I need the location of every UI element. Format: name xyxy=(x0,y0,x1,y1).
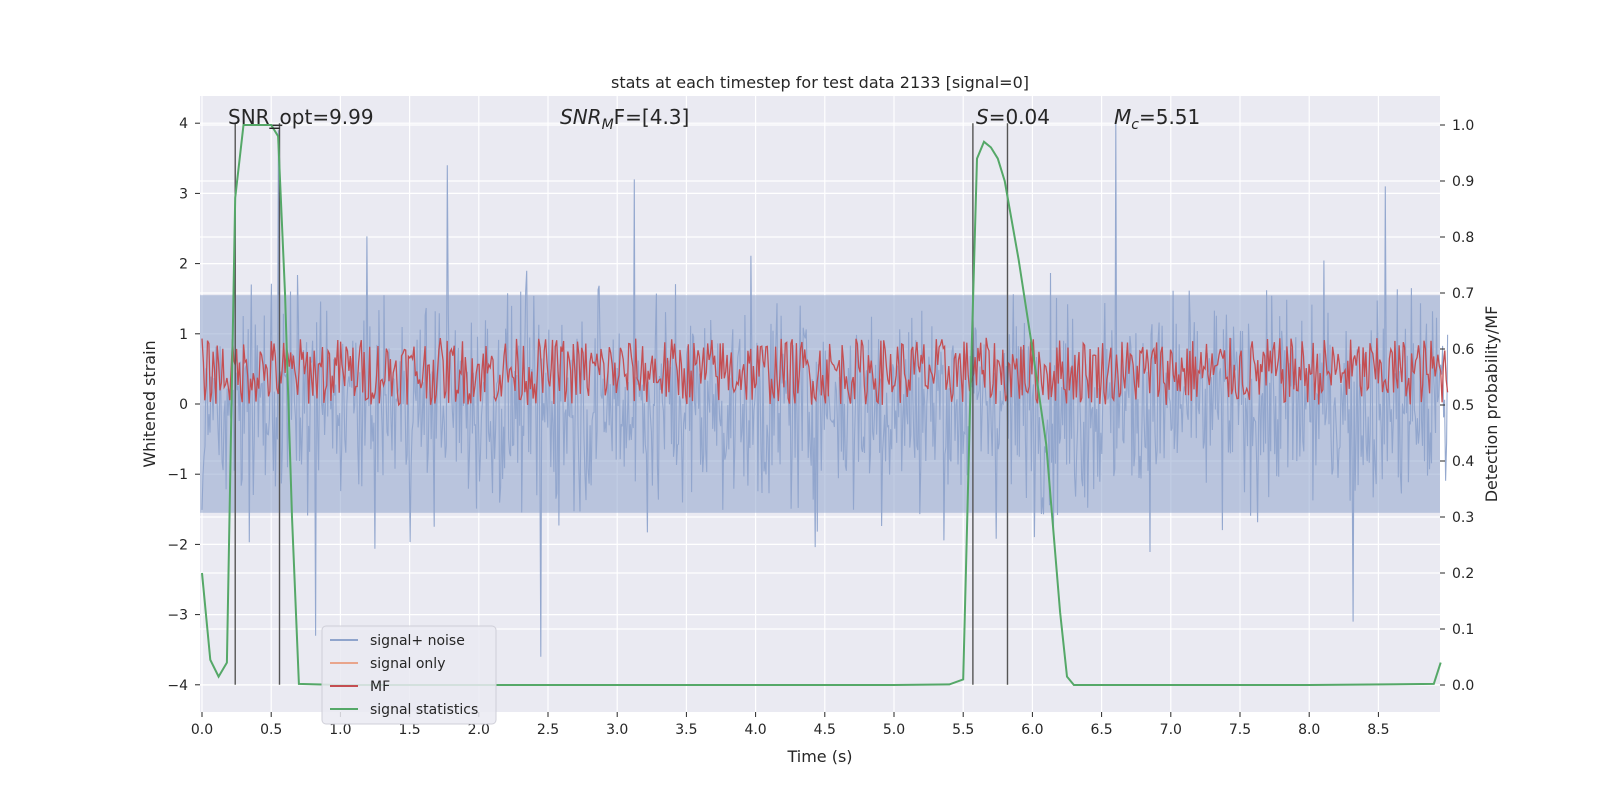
y-right-tick-label: 0.6 xyxy=(1452,342,1474,358)
y-tick-label: 0 xyxy=(179,397,188,413)
y-right-tick-label: 0.9 xyxy=(1452,174,1474,190)
x-tick-label: 2.0 xyxy=(468,722,490,738)
annotations: SNR_opt=9.99 SNRMF=[4.3] S=0.04 Mc=5.51 xyxy=(228,105,1200,133)
y-axis-ticks: −4 −3 −2 −1 0 1 2 3 4 xyxy=(167,116,200,694)
x-tick-label: 0.5 xyxy=(260,722,282,738)
y-right-tick-label: 0.4 xyxy=(1452,454,1474,470)
legend-label: signal+ noise xyxy=(370,633,465,649)
x-axis-label: Time (s) xyxy=(786,747,852,766)
y-right-tick-label: 0.3 xyxy=(1452,510,1474,526)
annotation-value: F=[4.3] xyxy=(614,105,690,129)
x-tick-label: 5.0 xyxy=(883,722,905,738)
legend-label: signal statistics xyxy=(370,702,478,718)
legend: signal+ noise signal only MF signal statist… xyxy=(321,625,497,725)
mf-line xyxy=(201,337,1449,407)
y-right-tick-label: 0.8 xyxy=(1452,230,1474,246)
x-tick-label: 6.0 xyxy=(1021,722,1043,738)
y-tick-label: 2 xyxy=(179,257,188,273)
y-tick-label: 1 xyxy=(179,327,188,343)
x-tick-label: 1.0 xyxy=(329,722,351,738)
y-right-axis-ticks: 0.0 0.1 0.2 0.3 0.4 0.5 0.6 0.7 0.8 0.9 1.0 xyxy=(1440,118,1474,694)
annotation-2: SNRMF=[4.3] xyxy=(560,105,689,133)
legend-label: signal only xyxy=(370,656,445,672)
x-axis-ticks: 0.0 0.5 1.0 1.5 2.0 2.5 3.0 3.5 4.0 4.5 5.0 5.5 6.0 6… xyxy=(191,712,1390,738)
y-right-axis-label: Detection probability/MF xyxy=(1482,306,1501,503)
y-tick-label: −1 xyxy=(167,467,188,483)
annotation-sub: c xyxy=(1131,117,1139,133)
x-tick-label: 7.0 xyxy=(1160,722,1182,738)
signal-noise-band xyxy=(200,295,1440,513)
annotation-main: S xyxy=(976,105,989,129)
annotation-value: =0.04 xyxy=(989,105,1050,129)
x-tick-label: 2.5 xyxy=(537,722,559,738)
annotation-value: =5.51 xyxy=(1139,105,1200,129)
legend-box xyxy=(321,625,497,725)
annotation-main: M xyxy=(1114,105,1131,129)
legend-label: MF xyxy=(370,679,390,695)
x-tick-label: 1.5 xyxy=(398,722,420,738)
x-tick-label: 6.5 xyxy=(1090,722,1112,738)
annotation-1: SNR_opt=9.99 xyxy=(228,105,374,129)
y-right-tick-label: 0.5 xyxy=(1452,398,1474,414)
y-tick-label: −3 xyxy=(167,608,188,624)
y-right-tick-label: 0.2 xyxy=(1452,566,1474,582)
annotation-main: SNR xyxy=(560,105,602,129)
y-axis-label: Whitened strain xyxy=(140,340,159,467)
x-tick-label: 4.0 xyxy=(744,722,766,738)
y-right-tick-label: 1.0 xyxy=(1452,118,1474,134)
signal-statistics-series xyxy=(201,124,1442,686)
annotation-main: SNR_opt=9.99 xyxy=(228,105,374,129)
y-tick-label: 3 xyxy=(179,186,188,202)
x-tick-label: 7.5 xyxy=(1229,722,1251,738)
y-tick-label: −2 xyxy=(167,537,188,553)
annotation-4: Mc=5.51 xyxy=(1114,105,1200,133)
annotation-3: S=0.04 xyxy=(976,105,1050,129)
x-tick-label: 5.5 xyxy=(952,722,974,738)
y-right-tick-label: 0.7 xyxy=(1452,286,1474,302)
mf-series xyxy=(201,337,1449,407)
x-tick-label: 0.0 xyxy=(191,722,213,738)
annotation-sub: M xyxy=(602,117,614,133)
x-tick-label: 3.5 xyxy=(675,722,697,738)
y-tick-label: −4 xyxy=(167,678,188,694)
chart-title: stats at each timestep for test data 213… xyxy=(611,73,1029,92)
x-tick-label: 8.5 xyxy=(1367,722,1389,738)
x-tick-label: 4.5 xyxy=(814,722,836,738)
y-right-tick-label: 0.0 xyxy=(1452,678,1474,694)
y-tick-label: 4 xyxy=(179,116,188,132)
signal-statistics-line xyxy=(201,124,1442,686)
y-right-tick-label: 0.1 xyxy=(1452,622,1474,638)
x-tick-label: 3.0 xyxy=(606,722,628,738)
x-tick-label: 8.0 xyxy=(1298,722,1320,738)
